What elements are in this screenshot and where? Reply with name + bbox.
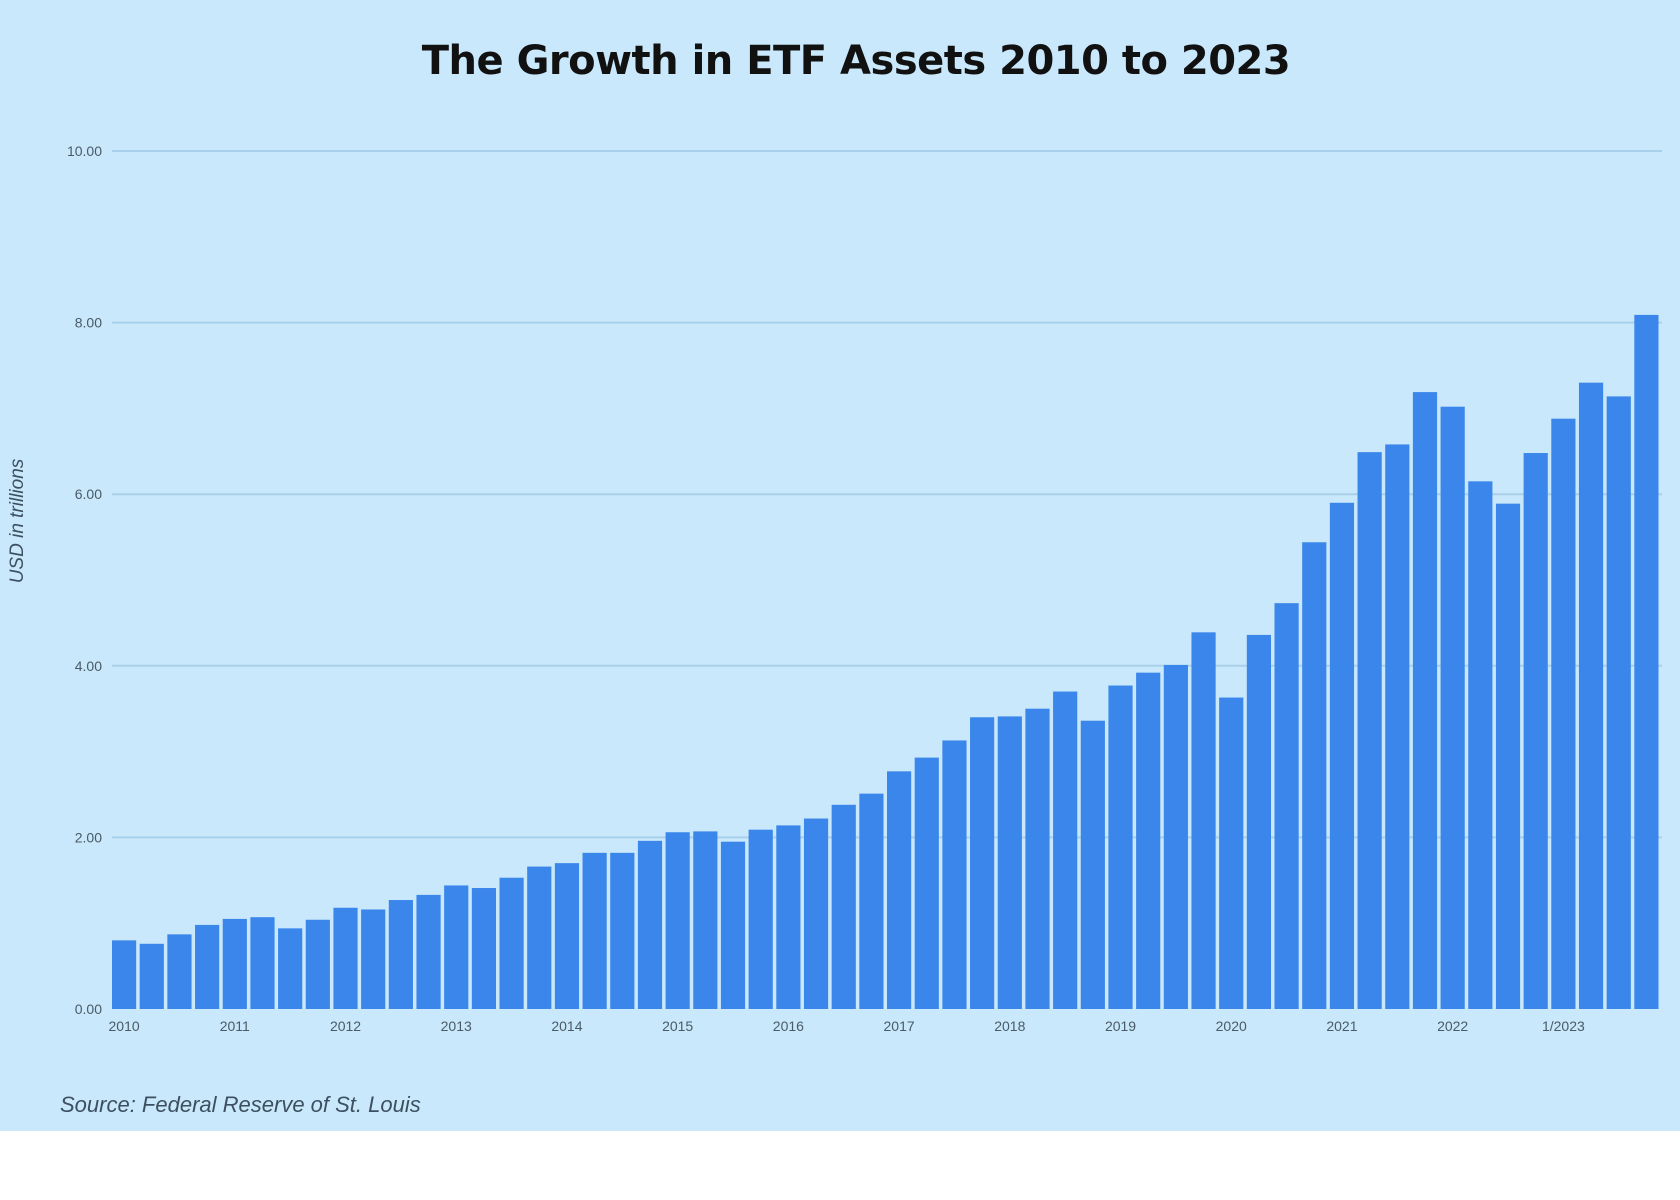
bar: [914, 757, 939, 1009]
bar: [471, 888, 496, 1009]
source-note: Source: Federal Reserve of St. Louis: [60, 1092, 421, 1117]
bar: [1634, 314, 1659, 1009]
bar: [1219, 697, 1244, 1009]
bar: [1246, 634, 1271, 1009]
bar: [1495, 503, 1521, 1009]
bar: [970, 717, 995, 1009]
bar: [803, 818, 829, 1009]
y-tick-label: 8.00: [75, 315, 102, 331]
y-tick-label: 0.00: [75, 1001, 102, 1017]
bar: [195, 924, 220, 1009]
bar: [693, 831, 718, 1009]
bar: [1136, 672, 1161, 1009]
bar: [1302, 542, 1327, 1009]
bar: [1163, 664, 1188, 1009]
x-tick-label: 2014: [551, 1018, 582, 1034]
bar: [361, 909, 386, 1009]
chart-title: The Growth in ETF Assets 2010 to 2023: [421, 38, 1291, 84]
bar: [250, 917, 275, 1009]
bar: [610, 852, 635, 1009]
y-tick-label: 4.00: [75, 658, 102, 674]
x-tick-label: 2019: [1105, 1018, 1136, 1034]
x-tick-label: 2020: [1216, 1018, 1247, 1034]
bar: [1080, 720, 1105, 1009]
bar: [1523, 453, 1548, 1009]
bar: [112, 940, 137, 1009]
bar: [416, 894, 441, 1009]
bar: [167, 934, 192, 1009]
bar: [1468, 481, 1493, 1010]
bar: [499, 877, 524, 1009]
bar: [139, 943, 164, 1009]
x-tick-label: 2016: [773, 1018, 804, 1034]
bar: [554, 863, 580, 1009]
bar: [665, 832, 690, 1009]
bar: [1551, 418, 1576, 1009]
x-tick-label: 2012: [330, 1018, 361, 1034]
bar: [1191, 632, 1216, 1009]
x-tick-label: 2013: [441, 1018, 472, 1034]
bar: [1440, 406, 1465, 1010]
bar: [388, 900, 413, 1009]
x-tick-label: 2015: [662, 1018, 693, 1034]
y-tick-label: 6.00: [75, 486, 102, 502]
bar: [1578, 382, 1604, 1009]
x-tick-label: 2011: [220, 1018, 250, 1034]
x-tick-label: 2010: [109, 1018, 140, 1034]
bar: [1274, 603, 1299, 1009]
bar: [305, 919, 330, 1009]
bar: [748, 829, 773, 1009]
x-tick-label: 2021: [1326, 1018, 1357, 1034]
bar: [582, 852, 607, 1009]
bar: [1357, 452, 1382, 1010]
bar: [1385, 444, 1410, 1009]
bar: [637, 840, 663, 1009]
bar: [997, 716, 1022, 1009]
bar: [942, 740, 967, 1009]
bar: [887, 771, 912, 1009]
x-tick-label: 2018: [994, 1018, 1025, 1034]
bar: [776, 825, 801, 1009]
x-tick-label: 2022: [1437, 1018, 1468, 1034]
bar: [527, 866, 552, 1009]
bar: [222, 918, 247, 1009]
bar: [1412, 392, 1438, 1009]
bar: [1025, 708, 1050, 1009]
y-tick-label: 10.00: [67, 143, 102, 159]
bar: [1329, 502, 1355, 1009]
bar: [444, 885, 469, 1009]
y-tick-label: 2.00: [75, 829, 102, 845]
bar: [1108, 685, 1133, 1009]
x-tick-label: 2017: [884, 1018, 915, 1034]
bar: [831, 804, 856, 1009]
bar: [1053, 691, 1078, 1009]
bar: [1606, 396, 1631, 1009]
bar: [278, 928, 303, 1009]
x-tick-label: 1/2023: [1542, 1018, 1585, 1034]
bar: [333, 907, 358, 1009]
bar: [720, 841, 746, 1009]
bar: [859, 793, 884, 1009]
